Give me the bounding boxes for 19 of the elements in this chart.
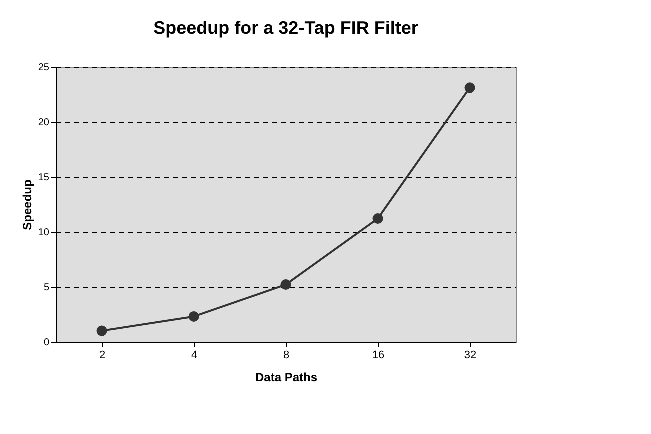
y-tick-label: 20: [38, 118, 50, 128]
point: [372, 214, 384, 224]
chart-title: Speedup for a 32-Tap FIR Filter: [154, 18, 418, 38]
x-tick-label: 4: [191, 350, 198, 362]
y-tick-label: 5: [44, 282, 50, 294]
y-tick-label: 0: [44, 338, 50, 348]
x-axis-title: Data Paths: [255, 370, 318, 384]
y-axis-title: Speedup: [20, 180, 34, 230]
point: [280, 280, 292, 290]
y-tick-label: 10: [38, 228, 50, 238]
x-tick-label: 8: [283, 350, 290, 362]
y-tick-label: 15: [38, 172, 50, 184]
x-tick-label: 16: [372, 350, 385, 362]
y-tick-label: 25: [38, 62, 50, 74]
x-tick-label: 2: [99, 350, 106, 362]
point: [464, 82, 476, 94]
point: [96, 326, 108, 336]
point: [188, 311, 200, 322]
x-tick-label: 32: [464, 350, 477, 362]
